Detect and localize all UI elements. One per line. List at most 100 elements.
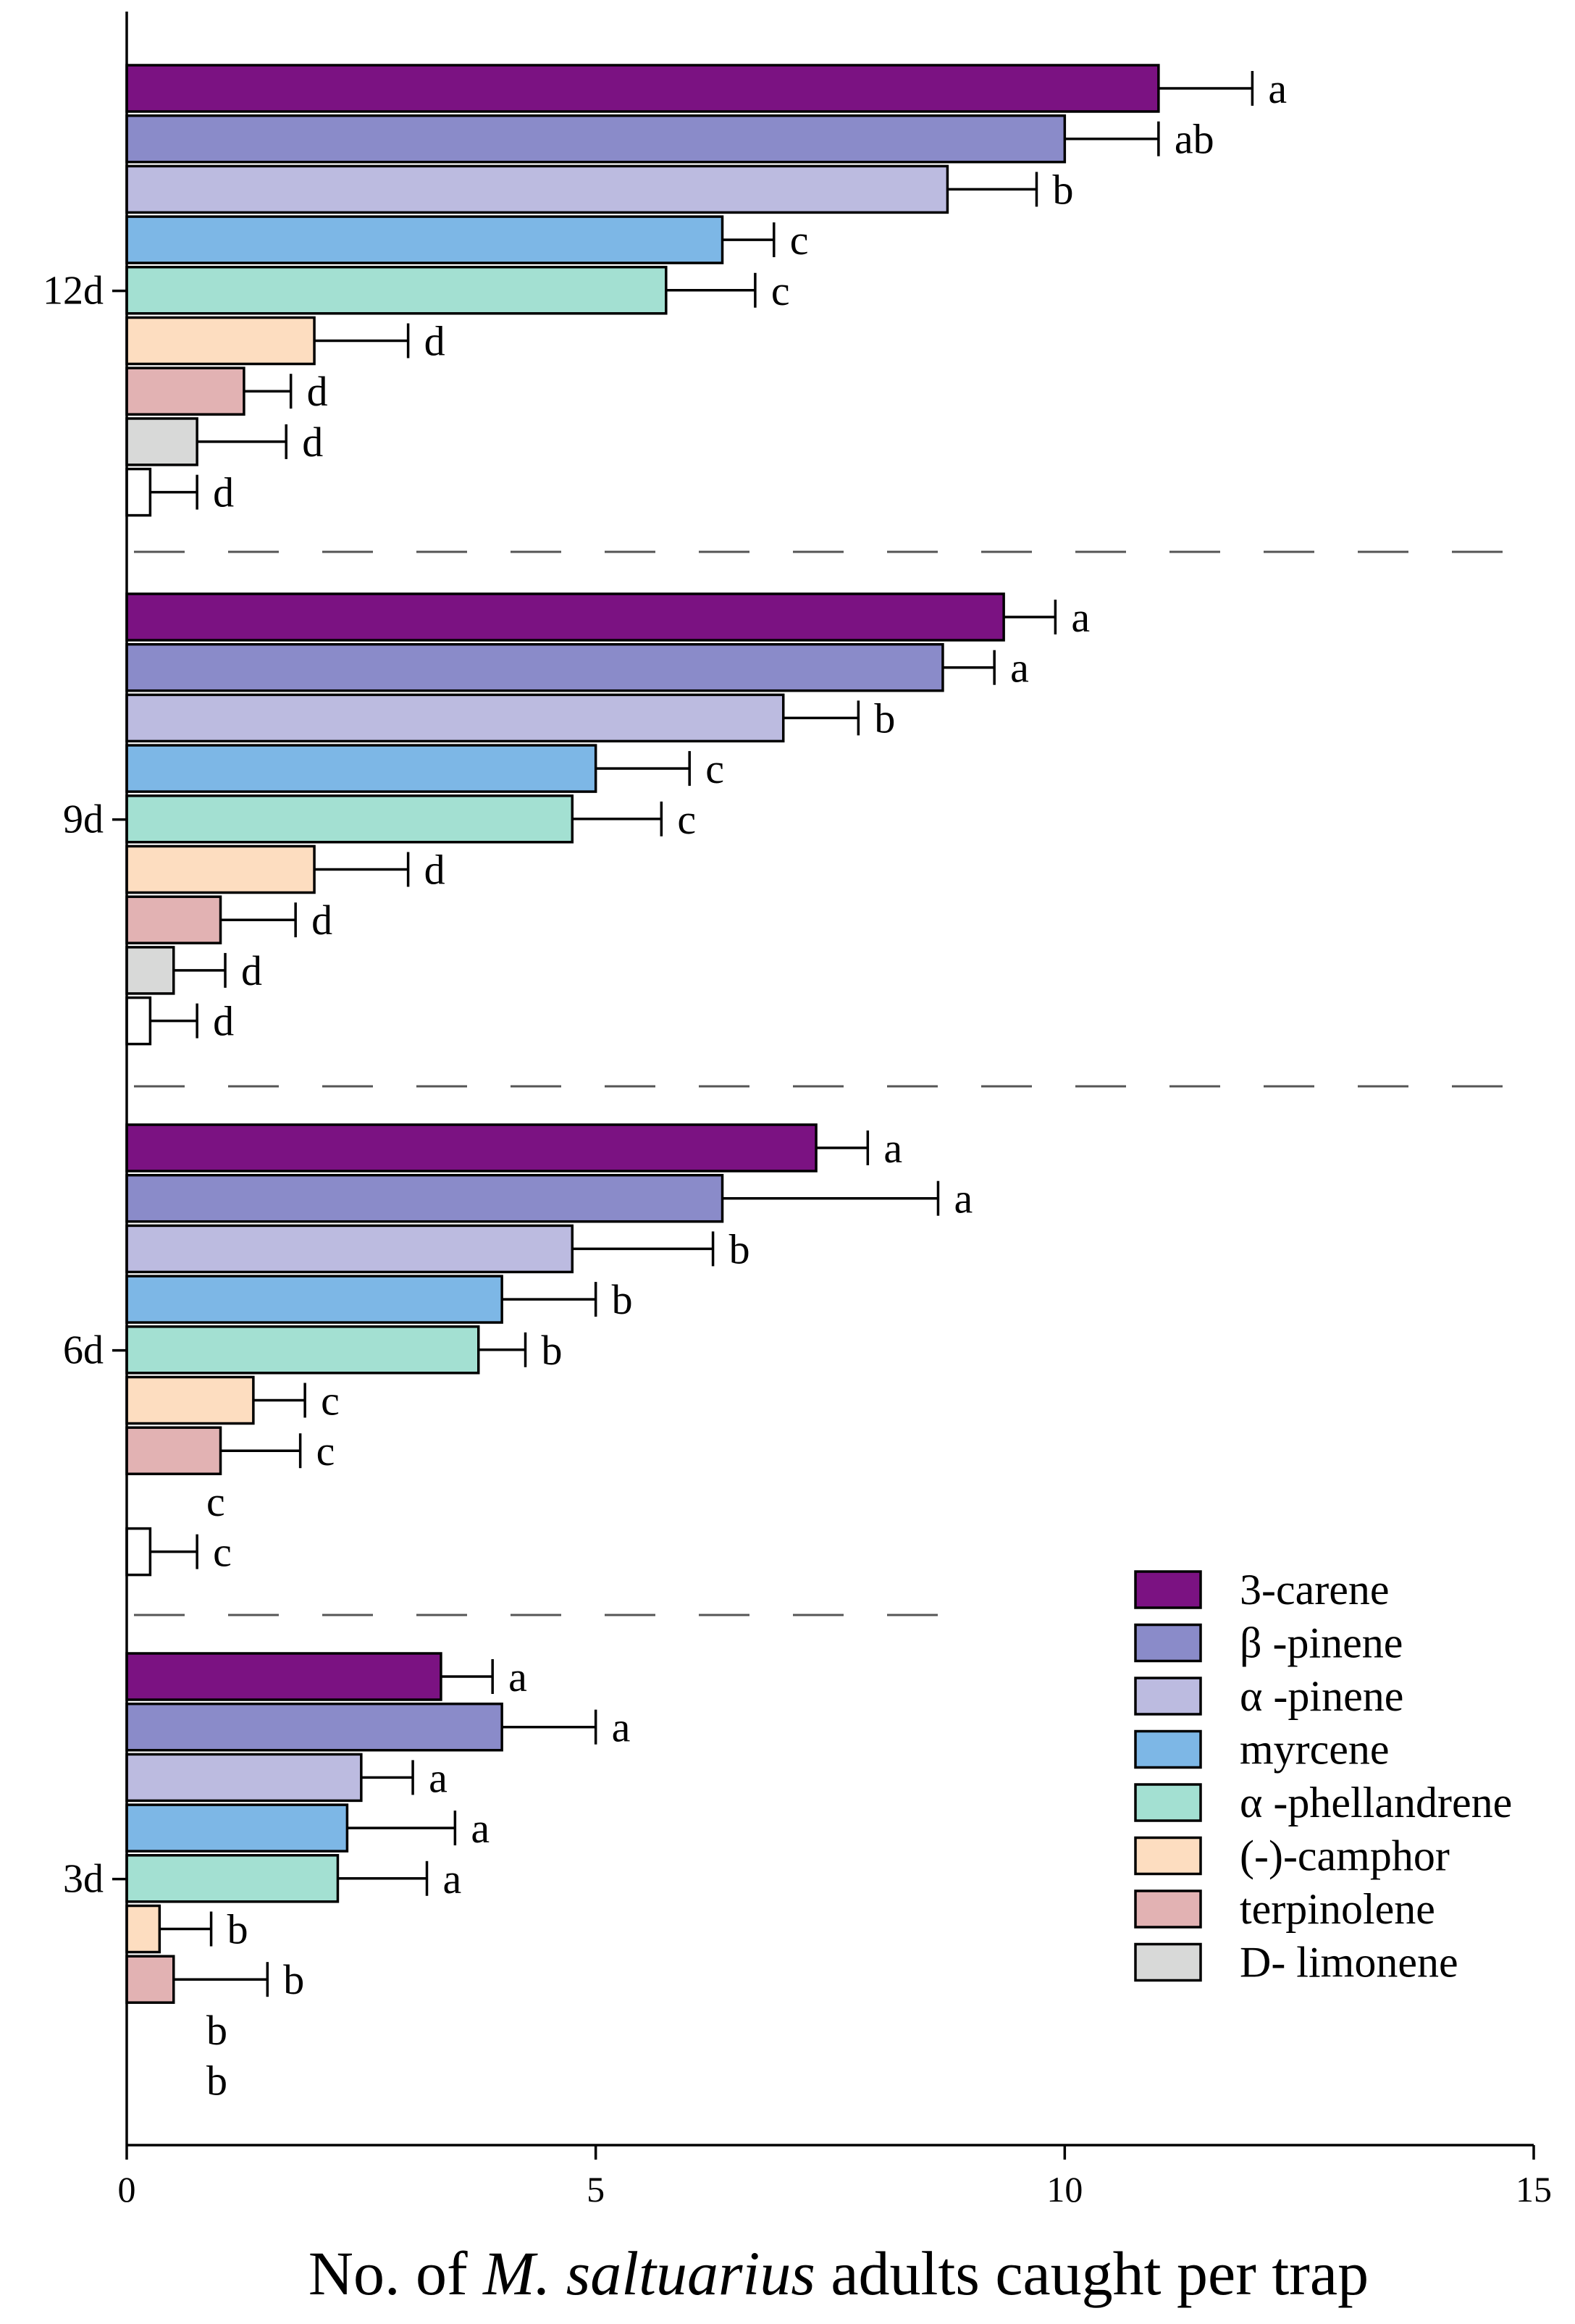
- legend-swatch-myrcene: [1134, 1729, 1202, 1769]
- axes-layer: 0 5 10 15 12d 9d 6d 3d: [43, 12, 1552, 2210]
- legend-swatch-3-carene: [1134, 1570, 1202, 1609]
- bar-d-limonene-9d: [125, 946, 175, 995]
- x-axis-title: No. of M. saltuarius adults caught per t…: [308, 2239, 1369, 2308]
- significance-letter: b: [612, 1276, 633, 1323]
- significance-letter: c: [316, 1427, 335, 1474]
- legend: 3-carene β -pinene α -pinene myrcene α -phel…: [1134, 1566, 1512, 1987]
- significance-letter: b: [729, 1225, 750, 1272]
- bar-pinene-3d: [125, 1753, 363, 1803]
- significance-letter: b: [206, 2057, 227, 2105]
- bar-terpinolene-9d: [125, 895, 222, 944]
- bar-pinene-6d: [125, 1173, 724, 1223]
- x-tick-label: 15: [1516, 2169, 1552, 2210]
- significance-letter: a: [954, 1175, 973, 1222]
- bar-control-6d: [125, 1527, 152, 1577]
- significance-letter: b: [206, 2007, 227, 2054]
- legend-swatch-terpinolene: [1134, 1889, 1202, 1929]
- bar-3-carene-9d: [125, 592, 1005, 642]
- significance-letter: c: [705, 745, 724, 792]
- y-tick-label-12d: 12d: [43, 269, 104, 314]
- significance-letter: d: [311, 897, 332, 944]
- significance-letter: c: [790, 217, 809, 264]
- bar-camphor-6d: [125, 1375, 255, 1425]
- legend-label-pinene: β -pinene: [1240, 1619, 1403, 1667]
- bar-3-carene-3d: [125, 1652, 442, 1701]
- legend-label-phellandrene: α -phellandrene: [1240, 1779, 1512, 1826]
- legend-swatch-pinene: [1134, 1623, 1202, 1663]
- bar-phellandrene-9d: [125, 794, 574, 844]
- significance-letter: c: [206, 1478, 225, 1525]
- legend-swatch-pinene: [1134, 1677, 1202, 1716]
- bar-pinene-12d: [125, 114, 1067, 164]
- bar-control-12d: [125, 467, 152, 517]
- significance-letter: c: [213, 1529, 232, 1576]
- bar-3-carene-6d: [125, 1123, 818, 1173]
- significance-letter: d: [307, 368, 328, 415]
- legend-label-terpinolene: terpinolene: [1240, 1885, 1435, 1933]
- x-tick-label: 0: [118, 2169, 136, 2210]
- significance-letter: d: [213, 469, 234, 516]
- legend-label-d-limonene: D- limonene: [1240, 1939, 1458, 1987]
- significance-letter: a: [1010, 645, 1029, 692]
- bar-terpinolene-12d: [125, 366, 245, 416]
- significance-letter: d: [241, 947, 262, 994]
- significance-letter: b: [874, 695, 895, 742]
- significance-letter: b: [1052, 166, 1073, 213]
- bar-pinene-3d: [125, 1702, 503, 1752]
- bar-myrcene-3d: [125, 1803, 349, 1853]
- legend-label-camphor: (-)-camphor: [1240, 1832, 1450, 1880]
- bar-camphor-3d: [125, 1904, 161, 1954]
- significance-letter: c: [771, 267, 790, 314]
- significance-letter: a: [1268, 65, 1287, 112]
- legend-swatch-camphor: [1134, 1836, 1202, 1876]
- significance-letter: a: [508, 1653, 527, 1700]
- bar-phellandrene-6d: [125, 1325, 480, 1375]
- significance-letter: d: [424, 847, 445, 894]
- bar-phellandrene-3d: [125, 1854, 340, 1903]
- bar-pinene-6d: [125, 1224, 574, 1274]
- x-tick-label: 10: [1046, 2169, 1083, 2210]
- bar-pinene-9d: [125, 693, 785, 743]
- significance-letter: a: [883, 1125, 902, 1172]
- bar-pinene-9d: [125, 642, 944, 692]
- y-tick-label-3d: 3d: [63, 1857, 104, 1902]
- bar-control-9d: [125, 996, 152, 1046]
- significance-letter: a: [429, 1754, 448, 1801]
- x-axis-title-part: No. of: [308, 2239, 483, 2308]
- significance-letter: a: [443, 1855, 462, 1903]
- significance-letter: a: [471, 1805, 490, 1852]
- significance-letter: ab: [1175, 116, 1214, 163]
- x-axis-title-part: adults caught per trap: [815, 2239, 1369, 2308]
- legend-label-3-carene: 3-carene: [1240, 1566, 1389, 1614]
- legend-label-myrcene: myrcene: [1240, 1726, 1390, 1774]
- legend-swatch-d-limonene: [1134, 1942, 1202, 1982]
- bar-camphor-12d: [125, 316, 316, 366]
- x-tick-label: 5: [587, 2169, 605, 2210]
- significance-letter: c: [677, 796, 696, 843]
- legend-label-pinene: α -pinene: [1240, 1672, 1403, 1720]
- significance-letter: b: [542, 1327, 563, 1374]
- y-tick-label-9d: 9d: [63, 797, 104, 842]
- significance-letter: a: [612, 1704, 631, 1751]
- bar-myrcene-9d: [125, 744, 597, 793]
- significance-letter: b: [227, 1906, 248, 1953]
- significance-letter: a: [1071, 594, 1090, 641]
- legend-swatch-phellandrene: [1134, 1783, 1202, 1822]
- y-tick-label-6d: 6d: [63, 1328, 104, 1373]
- x-axis-title-part: M. saltuarius: [482, 2239, 815, 2308]
- bar-myrcene-6d: [125, 1275, 503, 1324]
- significance-letter: d: [302, 419, 323, 466]
- bar-myrcene-12d: [125, 215, 724, 264]
- bar-3-carene-12d: [125, 64, 1160, 113]
- significance-letter: d: [424, 318, 445, 365]
- bar-terpinolene-6d: [125, 1426, 222, 1475]
- bar-terpinolene-3d: [125, 1955, 175, 2004]
- bar-phellandrene-12d: [125, 266, 668, 315]
- bar-camphor-9d: [125, 844, 316, 894]
- bar-d-limonene-12d: [125, 417, 198, 466]
- significance-letter: d: [213, 998, 234, 1045]
- group-separators: [134, 550, 1534, 1616]
